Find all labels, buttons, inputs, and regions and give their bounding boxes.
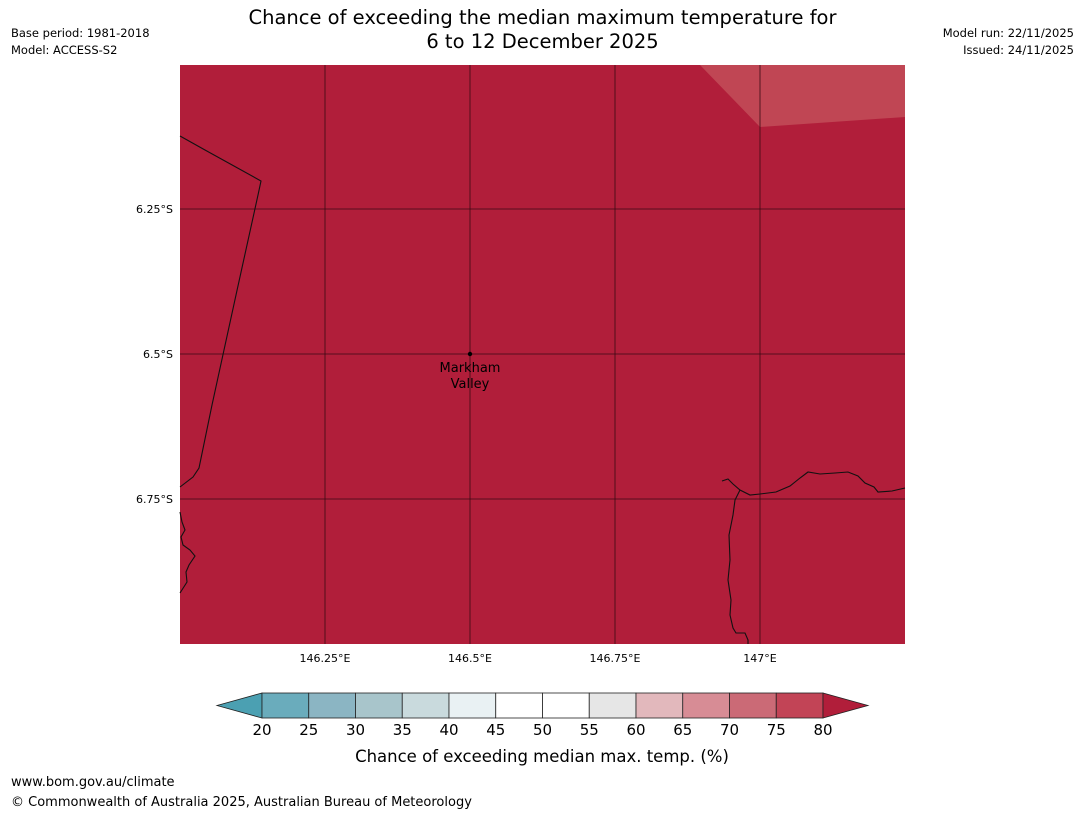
colorbar-tick-label: 25 [299, 721, 318, 739]
colorbar-tick-label: 75 [767, 721, 786, 739]
footer-url: www.bom.gov.au/climate [11, 775, 175, 790]
lat-label: 6.25°S [136, 203, 173, 216]
graticule [180, 65, 905, 644]
probability-fill-lighter-region [700, 65, 905, 127]
colorbar-tick-label: 35 [393, 721, 412, 739]
map-title-line1: Chance of exceeding the median maximum t… [248, 6, 837, 29]
colorbar-tick-label: 55 [580, 721, 599, 739]
map-title: Chance of exceeding the median maximum t… [180, 6, 905, 54]
colorbar-segment [308, 692, 356, 719]
latitude-labels: 6.25°S 6.5°S 6.75°S [136, 203, 173, 506]
colorbar-segment [635, 692, 684, 719]
colorbar-tick-label: 30 [346, 721, 365, 739]
colorbar-tick-label: 80 [813, 721, 832, 739]
colorbar-segments [261, 692, 824, 719]
coastline-peninsula [727, 489, 749, 644]
lon-label: 147°E [743, 652, 776, 665]
issued-text: Issued: 24/11/2025 [963, 43, 1074, 57]
colorbar-tick-label: 50 [533, 721, 552, 739]
colorbar-tick-label: 45 [486, 721, 505, 739]
lon-label: 146.25°E [300, 652, 351, 665]
colorbar-segment [542, 692, 590, 719]
boundary-line-west [179, 135, 262, 488]
colorbar-segment [775, 692, 824, 719]
lon-label: 146.5°E [448, 652, 492, 665]
coastlines [179, 135, 906, 644]
colorbar-segment [682, 692, 730, 719]
colorbar-tick-label: 60 [626, 721, 645, 739]
colorbar-segment [495, 692, 543, 719]
colorbar-legend: 20 25 30 35 40 45 50 55 60 65 70 75 80 Chance of exc… [215, 692, 870, 766]
header-right-info: Model run: 22/11/2025 Issued: 24/11/2025 [943, 25, 1074, 59]
colorbar-over-arrow [822, 692, 870, 719]
probability-fill [180, 65, 905, 644]
lat-label: 6.75°S [136, 493, 173, 506]
place-marker [467, 351, 473, 357]
colorbar-segment [355, 692, 403, 719]
base-period-text: Base period: 1981-2018 [11, 26, 150, 40]
lat-label: 6.5°S [143, 348, 173, 361]
place-label-line1: Markham [440, 361, 501, 376]
footer-copyright: © Commonwealth of Australia 2025, Austra… [11, 795, 472, 810]
colorbar-label: Chance of exceeding median max. temp. (%… [355, 747, 729, 766]
lon-label: 146.75°E [590, 652, 641, 665]
model-run-text: Model run: 22/11/2025 [942, 26, 1074, 40]
colorbar-tick-labels: 20 25 30 35 40 45 50 55 60 65 70 75 80 [252, 721, 832, 739]
colorbar-segment [729, 692, 777, 719]
longitude-labels: 146.25°E 146.5°E 146.75°E 147°E [300, 652, 777, 665]
colorbar-tick-label: 40 [439, 721, 458, 739]
colorbar-under-arrow [215, 692, 263, 719]
colorbar-tick-label: 20 [252, 721, 271, 739]
map-panel: Markham Valley [179, 65, 906, 644]
map-title-line2: 6 to 12 December 2025 [426, 30, 659, 53]
place-label-line2: Valley [451, 377, 490, 392]
colorbar-segment [261, 692, 310, 719]
colorbar-segment [448, 692, 497, 719]
header-left-info: Base period: 1981-2018 Model: ACCESS-S2 [11, 25, 150, 59]
colorbar-segment [588, 692, 637, 719]
colorbar-tick-label: 70 [720, 721, 739, 739]
model-text: Model: ACCESS-S2 [11, 43, 118, 57]
coastline-southwest [179, 511, 196, 594]
colorbar-tick-label: 65 [673, 721, 692, 739]
colorbar-segment [401, 692, 450, 719]
